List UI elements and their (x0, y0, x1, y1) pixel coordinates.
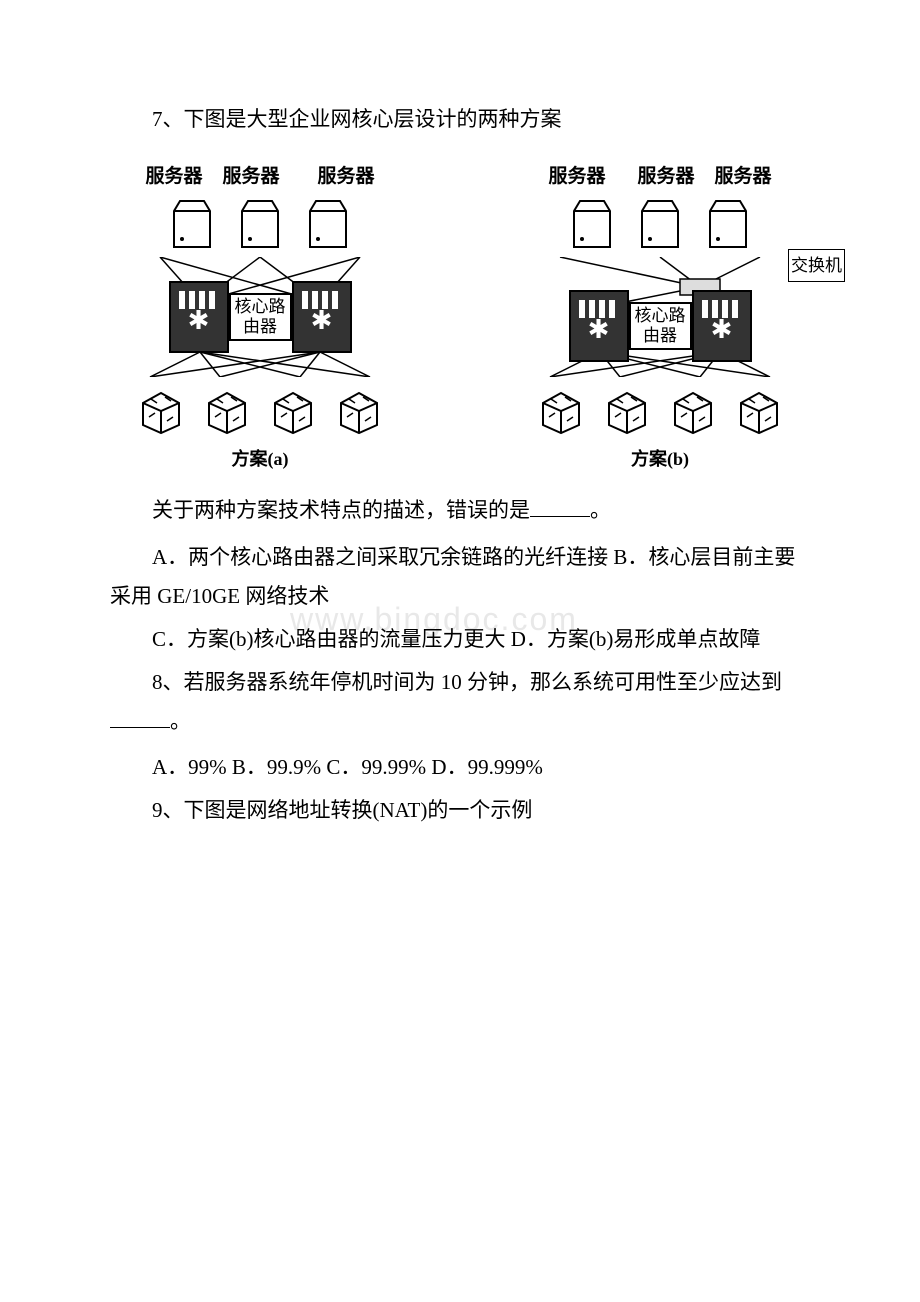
router-icon (292, 281, 352, 353)
server-label: 服务器 (318, 159, 375, 194)
q7-sub-stem: 关于两种方案技术特点的描述，错误的是 。 (110, 491, 810, 530)
router-icon (169, 281, 229, 353)
switch-cube-icon (603, 387, 651, 435)
switch-cube-icon (137, 387, 185, 435)
scheme-b-label: 方案(b) (631, 443, 689, 476)
scheme-b-server-icons (572, 199, 748, 249)
blank-line (530, 496, 590, 517)
server-label: 服务器 (715, 159, 772, 194)
scheme-b-server-labels: 服务器 服务器 服务器 (548, 159, 771, 194)
server-icon (308, 199, 348, 249)
core-routers: 核心路 由器 (169, 281, 352, 353)
server-icon (640, 199, 680, 249)
scheme-a-diagram: 服务器 服务器 服务器 (120, 159, 400, 476)
switch-cube-icon (735, 387, 783, 435)
scheme-a-bottom-icons (137, 387, 383, 435)
router-icon (569, 290, 629, 362)
scheme-b-diagram: 服务器 服务器 服务器 (520, 159, 800, 476)
q7-stem: 7、下图是大型企业网核心层设计的两种方案 (110, 100, 810, 139)
blank-line (110, 707, 170, 728)
server-icon (572, 199, 612, 249)
switch-cube-icon (669, 387, 717, 435)
q8-stem-suffix: 。 (170, 709, 191, 733)
q8-stem: 8、若服务器系统年停机时间为 10 分钟，那么系统可用性至少应达到。 (110, 663, 810, 741)
q8-options: A．99% B．99.9% C．99.99% D．99.999% (110, 748, 810, 787)
scheme-a-server-icons (172, 199, 348, 249)
server-label: 服务器 (222, 159, 279, 194)
core-routers: 核心路 由器 (569, 290, 752, 362)
core-router-label: 核心路 由器 (229, 293, 292, 342)
scheme-a-label: 方案(a) (232, 443, 289, 476)
switch-cube-icon (269, 387, 317, 435)
switch-cube-icon (335, 387, 383, 435)
scheme-b-core: 交换机 核心路 由器 (520, 257, 800, 377)
q9-stem: 9、下图是网络地址转换(NAT)的一个示例 (110, 791, 810, 830)
q7-option-cd: C．方案(b)核心路由器的流量压力更大 D．方案(b)易形成单点故障 (110, 620, 810, 659)
switch-cube-icon (203, 387, 251, 435)
router-icon (692, 290, 752, 362)
server-icon (240, 199, 280, 249)
core-label-line2: 由器 (643, 326, 677, 345)
core-router-label: 核心路 由器 (629, 302, 692, 351)
server-label: 服务器 (637, 159, 694, 194)
scheme-b-bottom-icons (537, 387, 783, 435)
switch-cube-icon (537, 387, 585, 435)
core-label-line1: 核心路 (635, 306, 686, 325)
server-label: 服务器 (145, 159, 202, 194)
q7-diagram-container: 服务器 服务器 服务器 (110, 159, 810, 476)
core-label-line1: 核心路 (235, 297, 286, 316)
server-label: 服务器 (548, 159, 605, 194)
q8-stem-prefix: 8、若服务器系统年停机时间为 10 分钟，那么系统可用性至少应达到 (152, 670, 782, 694)
scheme-a-core: 核心路 由器 (120, 257, 400, 377)
q7-option-ab: A．两个核心路由器之间采取冗余链路的光纤连接 B．核心层目前主要采用 GE/10… (110, 538, 810, 616)
server-icon (172, 199, 212, 249)
scheme-a-server-labels: 服务器 服务器 服务器 (145, 159, 374, 194)
server-icon (708, 199, 748, 249)
q7-sub-stem-suffix: 。 (590, 498, 611, 522)
q7-sub-stem-prefix: 关于两种方案技术特点的描述，错误的是 (152, 498, 530, 522)
core-label-line2: 由器 (243, 317, 277, 336)
